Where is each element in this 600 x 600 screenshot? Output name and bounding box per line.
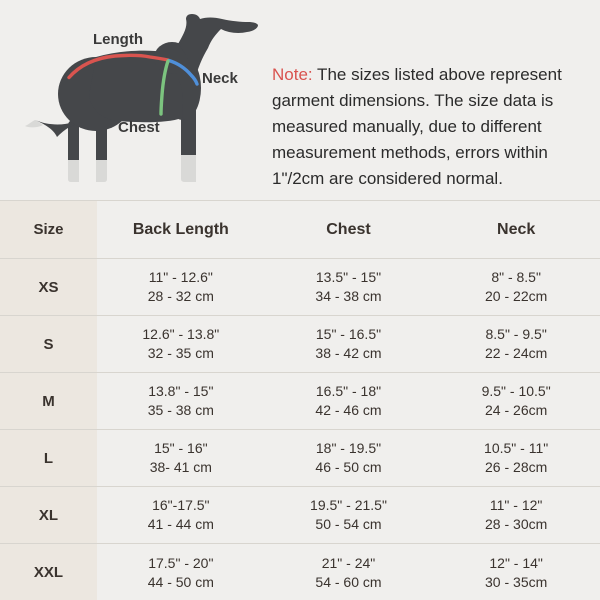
svg-text:Chest: Chest (118, 119, 160, 136)
svg-text:Length: Length (93, 31, 143, 48)
svg-text:Neck: Neck (202, 70, 239, 87)
